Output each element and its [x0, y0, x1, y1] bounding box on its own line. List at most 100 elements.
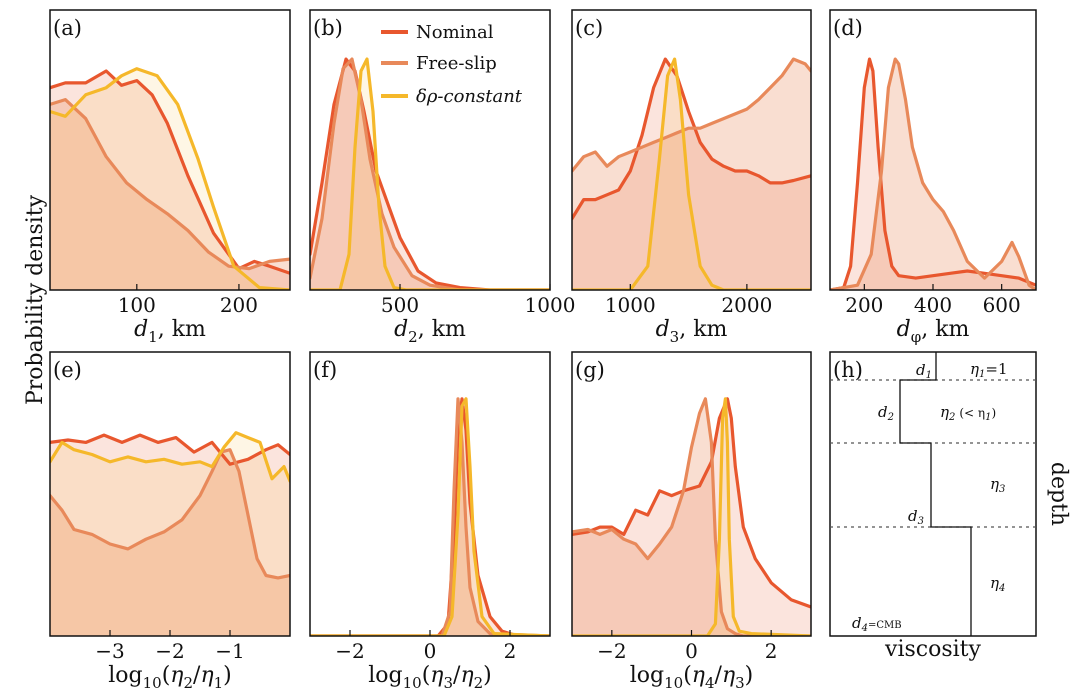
x-tick-label: 200 [220, 293, 258, 317]
panel-frame [49, 9, 291, 291]
panel-h-ylabel: depth [1046, 462, 1071, 526]
x-tick-label: −2 [597, 639, 626, 663]
area-drho-constant [310, 59, 550, 290]
line-drho-constant [310, 57, 550, 290]
label-eta3: η3 [990, 475, 1005, 495]
plot-area [310, 397, 550, 636]
panel-frame [309, 351, 551, 637]
y-axis-label: Probability density [23, 194, 48, 405]
panel-frame [309, 9, 551, 291]
x-axis-label: log10(η4/η3) [630, 663, 754, 692]
line-drho-constant [50, 431, 290, 483]
line-nominal [50, 433, 290, 466]
x-axis-label: d1, km [134, 317, 206, 346]
label-eta4: η4 [990, 574, 1005, 594]
x-axis-label: dφ, km [897, 317, 970, 346]
area-nominal [830, 59, 1036, 290]
panel-label: (g) [575, 358, 605, 382]
panel-g: −2 0 2 (g) log10(η4/η3) [571, 351, 812, 692]
panel-d: 200 400 600 (d) dφ, km [829, 9, 1037, 346]
area-free-slip [830, 59, 1036, 290]
x-axis-label: log10(η3/η2) [368, 663, 492, 692]
panel-label: (c) [575, 16, 603, 40]
x-tick-label: 400 [914, 293, 952, 317]
panel-label: (b) [313, 16, 343, 40]
line-drho-constant [572, 397, 811, 636]
area-drho-constant [50, 68, 290, 290]
panel-c: 1000 2000 (c) d3, km [571, 9, 812, 346]
plot-area [50, 67, 290, 290]
line-nominal [830, 57, 1036, 290]
legend-label-drho: δρ-constant [416, 86, 523, 107]
x-tick-label: 500 [381, 293, 419, 317]
area-free-slip [310, 398, 550, 636]
x-tick-label: −2 [335, 639, 364, 663]
panel-f: −2 0 2 (f) log10(η3/η2) [309, 351, 551, 692]
panel-label: (f) [313, 358, 337, 382]
line-free-slip [50, 97, 290, 271]
label-d4: d4=CMB [852, 614, 902, 634]
panel-a: 100 200 (a) d1, km [49, 9, 291, 346]
line-free-slip [572, 397, 811, 636]
label-d1: d1 [916, 361, 932, 381]
area-free-slip [572, 59, 811, 290]
panel-frame [571, 9, 812, 291]
area-nominal [50, 435, 290, 636]
x-tick-label: 100 [118, 293, 156, 317]
line-nominal [572, 57, 811, 221]
area-free-slip [50, 99, 290, 290]
x-tick-label: 0 [685, 639, 698, 663]
line-nominal [310, 397, 550, 636]
x-tick-label: 1000 [525, 293, 576, 317]
viscosity-profile [899, 352, 972, 636]
area-free-slip [310, 59, 550, 290]
panel-e: −3 −2 −1 (e) log10(η2/η1) [49, 351, 291, 692]
label-d2: d2 [878, 403, 894, 423]
x-axis-label: d2, km [394, 317, 466, 346]
x-axis-label: log10(η2/η1) [108, 663, 232, 692]
x-tick-label: 200 [845, 293, 883, 317]
label-eta2: η2 (< η1) [940, 403, 996, 423]
x-tick-label: −2 [155, 639, 184, 663]
line-drho-constant [310, 397, 550, 636]
area-drho-constant [572, 59, 811, 290]
plot-area [572, 57, 811, 290]
panel-h-frame [829, 351, 1037, 637]
x-tick-label: 2000 [721, 293, 772, 317]
line-free-slip [310, 397, 550, 636]
label-eta1: η1=1 [970, 360, 1008, 380]
x-tick-label: 2 [504, 639, 517, 663]
x-tick-label: 2 [765, 639, 778, 663]
line-drho-constant [50, 67, 290, 290]
panel-h-xlabel: viscosity [884, 637, 981, 662]
x-tick-label: 1000 [605, 293, 656, 317]
area-nominal [310, 398, 550, 636]
plot-area [830, 57, 1036, 290]
line-free-slip [50, 448, 290, 580]
plot-area [572, 397, 811, 636]
x-tick-label: −1 [215, 639, 244, 663]
area-nominal [572, 59, 811, 290]
panel-h-label: (h) [833, 358, 863, 382]
label-d3: d3 [908, 507, 924, 527]
line-free-slip [310, 57, 550, 290]
panel-h-schematic: (h) d1 η1=1 d2 η2 (< η1) η3 d3 η4 d4=CMB … [829, 351, 1071, 662]
legend: Nominal Free-slip δρ-constant [381, 22, 523, 107]
x-axis-label: d3, km [656, 317, 728, 346]
line-drho-constant [572, 57, 811, 290]
legend-label-nominal: Nominal [416, 22, 494, 43]
line-free-slip [830, 57, 1036, 290]
plot-area [310, 57, 550, 290]
line-nominal [50, 69, 290, 275]
area-free-slip [50, 449, 290, 636]
line-free-slip [572, 57, 811, 173]
line-nominal [572, 397, 811, 609]
x-tick-label: 0 [424, 639, 437, 663]
panel-b: 500 1000 (b) d2, km [309, 9, 576, 346]
plot-area [50, 431, 290, 636]
area-drho-constant [50, 432, 290, 636]
legend-label-freeslip: Free-slip [416, 53, 497, 74]
panel-label: (d) [833, 16, 863, 40]
